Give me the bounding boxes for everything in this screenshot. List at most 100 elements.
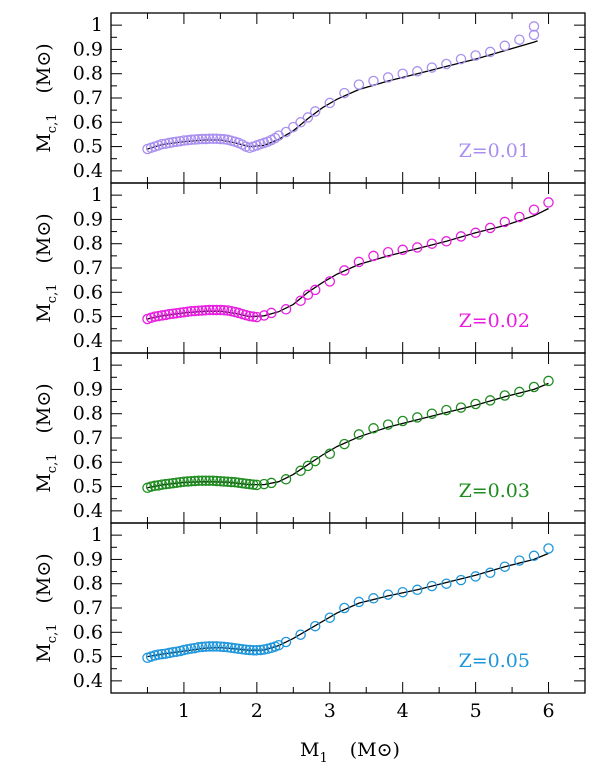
data-point [302,460,314,472]
data-point [484,222,496,234]
y-tick-label: 0.4 [73,330,103,352]
data-point [309,284,321,296]
data-point [280,474,292,485]
data-point [233,477,244,488]
data-point [339,438,350,450]
data-point [426,62,438,73]
y-axis-label: Mc,1 (M⊙) [33,553,60,662]
data-point [251,479,263,491]
x-tick-label: 4 [397,700,409,722]
data-point [196,641,208,653]
y-tick-label: 0.5 [73,476,103,498]
data-point [145,481,157,492]
y-axis-label: Mc,1 (M⊙) [33,213,60,322]
y-tick-label: 0.8 [73,573,103,595]
data-point [339,87,350,99]
data-point [382,419,394,430]
data-point [156,138,168,150]
data-point [200,133,212,145]
data-point [397,415,408,427]
data-point [247,479,259,490]
data-point [160,478,171,490]
data-point [528,29,540,41]
data-point [266,477,277,489]
data-point [514,555,525,566]
data-point [470,50,481,61]
y-axis-label: Mc,1 (M⊙) [33,43,60,152]
y-tick-label: 0.9 [73,548,103,570]
data-point [528,381,540,393]
y-axis-label-unit: (M⊙) [33,43,55,93]
data-point [412,242,423,253]
data-point [499,216,511,228]
data-point [484,46,496,58]
data-point [164,478,175,489]
data-point [514,211,525,223]
y-axis-label-sub: c,1 [45,284,60,304]
data-point [196,305,208,316]
data-point [295,629,306,640]
data-point [207,304,219,316]
data-point [167,136,179,148]
data-point [514,34,525,45]
panel-2: 0.40.5 0.60.70.8 0.91 Mc,1 (M⊙) Z=0.03 [33,352,586,524]
data-point [185,134,197,146]
data-point [368,593,379,604]
data-point [167,308,179,319]
data-point [189,134,201,145]
y-tick-label: 0.7 [73,597,103,619]
data-point [295,465,306,477]
panel-0: 0.40.5 0.60.70.8 0.91 Mc,1 (M⊙) Z=0.01 [33,12,586,184]
data-point [412,66,423,77]
data-point [204,475,215,486]
data-point [441,404,452,416]
data-point [528,550,540,562]
data-point [324,97,336,109]
panel-1: 0.40.5 0.60.70.8 0.91 Mc,1 (M⊙) Z=0.02 [33,182,586,354]
data-point [237,644,248,655]
data-point [218,641,230,653]
y-tick-label: 0.5 [73,646,103,668]
data-point [288,121,299,133]
y-tick-label: 0.9 [73,38,103,60]
data-point [229,643,241,654]
data-point [324,276,336,287]
panel-3: 0.40.5 0.60.70.8 0.91 Mc,1 (M⊙) Z=0.05 [33,522,586,694]
y-tick-label: 0.6 [73,621,103,643]
data-point [368,75,379,87]
data-point [455,402,467,413]
data-point [215,304,226,316]
data-point [244,644,255,656]
data-point [309,620,321,632]
data-point [258,310,270,321]
data-point [204,133,215,145]
data-point [185,305,197,317]
data-point [193,134,204,145]
y-tick-label: 0.4 [73,160,103,182]
data-point [200,475,212,486]
data-point [156,648,168,660]
fit-curve [147,40,538,150]
data-point [149,311,161,322]
data-point [302,289,314,300]
x-tick-label: 3 [324,700,336,722]
data-point [153,310,164,322]
data-point [218,476,230,487]
data-point [204,641,215,652]
data-point [247,645,259,656]
data-point [244,310,255,322]
data-point [182,476,193,487]
y-tick-label: 0.5 [73,136,103,158]
data-point [156,479,168,490]
data-point [441,236,452,247]
y-axis-label-sub: c,1 [45,114,60,134]
data-point [193,475,204,486]
y-tick-label: 0.8 [73,63,103,85]
data-point [193,305,204,316]
data-point [164,647,175,659]
data-point [196,133,208,145]
data-point [353,596,365,608]
data-point [470,398,481,410]
data-point [543,197,554,208]
data-point [382,72,394,83]
